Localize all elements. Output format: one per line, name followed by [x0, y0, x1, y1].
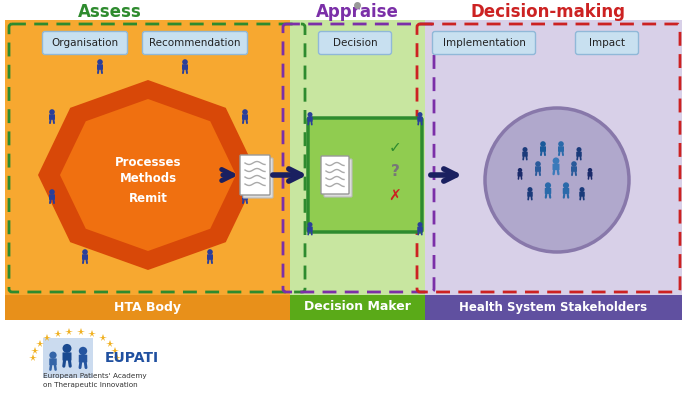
- FancyBboxPatch shape: [321, 156, 349, 194]
- Polygon shape: [38, 80, 258, 270]
- FancyBboxPatch shape: [552, 164, 559, 170]
- Circle shape: [528, 187, 532, 192]
- Circle shape: [576, 147, 581, 152]
- Circle shape: [579, 187, 585, 192]
- Bar: [290, 295, 425, 320]
- Text: Decision-making: Decision-making: [471, 3, 625, 21]
- Bar: [290, 20, 425, 295]
- Text: ?: ?: [391, 164, 399, 180]
- Circle shape: [418, 222, 423, 227]
- Circle shape: [540, 141, 545, 147]
- Circle shape: [243, 189, 248, 195]
- FancyBboxPatch shape: [417, 227, 423, 232]
- Circle shape: [545, 182, 551, 188]
- Text: Implementation: Implementation: [442, 38, 526, 48]
- FancyBboxPatch shape: [207, 254, 213, 260]
- Circle shape: [243, 109, 248, 115]
- FancyBboxPatch shape: [324, 159, 352, 197]
- Circle shape: [308, 222, 313, 227]
- Text: Impact: Impact: [589, 38, 625, 48]
- Text: Organisation: Organisation: [52, 38, 119, 48]
- Text: Decision Maker: Decision Maker: [304, 300, 410, 314]
- Text: Decision: Decision: [333, 38, 377, 48]
- Bar: [5, 20, 290, 295]
- FancyBboxPatch shape: [243, 158, 273, 198]
- FancyBboxPatch shape: [535, 166, 541, 172]
- FancyBboxPatch shape: [522, 152, 528, 157]
- Text: Appraise: Appraise: [315, 3, 398, 21]
- Circle shape: [535, 161, 541, 167]
- Bar: [43, 338, 93, 378]
- Text: Health System Stakeholders: Health System Stakeholders: [459, 300, 647, 314]
- FancyBboxPatch shape: [79, 355, 87, 363]
- Circle shape: [485, 108, 629, 252]
- FancyBboxPatch shape: [563, 188, 570, 194]
- FancyBboxPatch shape: [63, 352, 71, 360]
- FancyBboxPatch shape: [579, 192, 585, 196]
- FancyBboxPatch shape: [433, 32, 535, 55]
- Text: on Therapeutic Innovation: on Therapeutic Innovation: [43, 382, 137, 388]
- Circle shape: [418, 112, 423, 117]
- FancyBboxPatch shape: [240, 155, 270, 195]
- Circle shape: [559, 141, 564, 147]
- Circle shape: [49, 189, 55, 195]
- FancyBboxPatch shape: [308, 118, 422, 232]
- Text: European Patients' Academy: European Patients' Academy: [43, 373, 146, 379]
- Bar: [425, 295, 682, 320]
- Circle shape: [49, 352, 56, 359]
- FancyBboxPatch shape: [307, 227, 313, 232]
- Bar: [5, 295, 290, 320]
- Text: Recommendation: Recommendation: [149, 38, 240, 48]
- Text: HTA Body: HTA Body: [113, 300, 181, 314]
- Circle shape: [518, 168, 522, 172]
- FancyBboxPatch shape: [142, 32, 247, 55]
- Circle shape: [523, 147, 528, 152]
- Circle shape: [563, 182, 569, 188]
- Text: Methods: Methods: [120, 172, 177, 184]
- FancyBboxPatch shape: [242, 194, 248, 200]
- Text: Assess: Assess: [78, 3, 142, 21]
- Circle shape: [97, 59, 103, 65]
- FancyBboxPatch shape: [517, 172, 523, 176]
- Text: EUPATI: EUPATI: [105, 351, 159, 365]
- Circle shape: [63, 344, 71, 353]
- FancyBboxPatch shape: [319, 32, 392, 55]
- FancyBboxPatch shape: [417, 117, 423, 122]
- Text: Remit: Remit: [128, 192, 168, 205]
- FancyBboxPatch shape: [576, 152, 582, 157]
- FancyBboxPatch shape: [527, 192, 532, 196]
- FancyBboxPatch shape: [43, 32, 128, 55]
- FancyBboxPatch shape: [49, 194, 55, 200]
- FancyBboxPatch shape: [540, 146, 546, 152]
- FancyBboxPatch shape: [571, 166, 577, 172]
- Text: ✗: ✗: [389, 188, 401, 203]
- FancyBboxPatch shape: [307, 117, 313, 122]
- FancyBboxPatch shape: [97, 64, 103, 70]
- Circle shape: [49, 109, 55, 115]
- FancyBboxPatch shape: [545, 188, 551, 194]
- Circle shape: [82, 249, 88, 255]
- FancyBboxPatch shape: [576, 32, 638, 55]
- Circle shape: [588, 168, 592, 172]
- Circle shape: [571, 161, 577, 167]
- Bar: [425, 20, 682, 295]
- FancyBboxPatch shape: [82, 254, 88, 260]
- Circle shape: [207, 249, 213, 255]
- FancyBboxPatch shape: [587, 172, 592, 176]
- Circle shape: [308, 112, 313, 117]
- Text: ✓: ✓: [389, 140, 401, 156]
- Polygon shape: [60, 99, 236, 251]
- FancyBboxPatch shape: [49, 114, 55, 120]
- Circle shape: [182, 59, 188, 65]
- Circle shape: [552, 158, 559, 164]
- FancyBboxPatch shape: [49, 358, 57, 365]
- Text: Processes: Processes: [115, 156, 181, 170]
- Circle shape: [79, 347, 87, 355]
- FancyBboxPatch shape: [242, 114, 248, 120]
- FancyBboxPatch shape: [182, 64, 188, 70]
- FancyBboxPatch shape: [558, 146, 564, 152]
